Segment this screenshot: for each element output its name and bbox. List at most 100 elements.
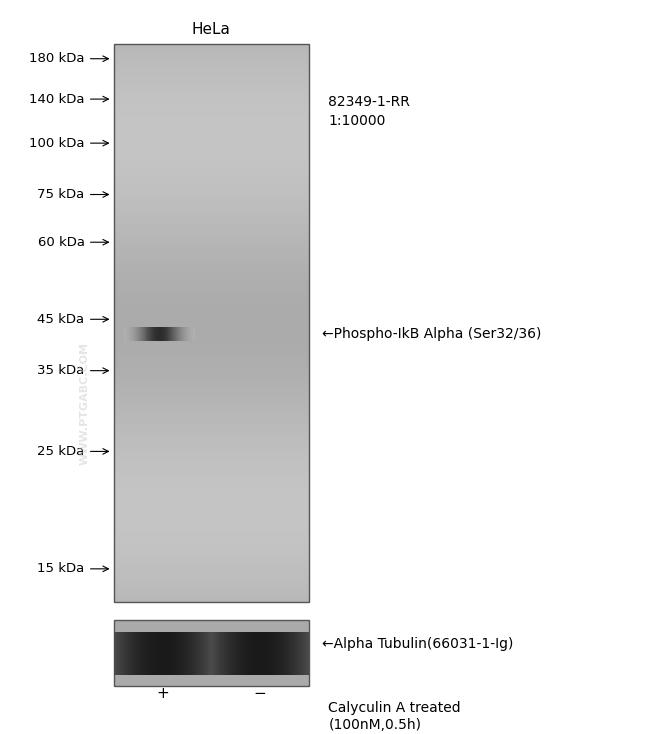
Bar <box>114 288 309 289</box>
Bar <box>114 587 309 589</box>
Bar <box>114 198 309 200</box>
Bar <box>114 148 309 150</box>
Bar <box>114 546 309 548</box>
Bar <box>114 293 309 295</box>
Bar <box>114 313 309 316</box>
Bar <box>114 230 309 232</box>
Bar <box>114 301 309 302</box>
Bar <box>114 172 309 174</box>
Bar <box>114 68 309 70</box>
Bar <box>114 103 309 106</box>
Bar <box>114 277 309 278</box>
Bar <box>114 390 309 392</box>
Bar <box>114 535 309 537</box>
Bar <box>114 409 309 410</box>
Text: 180 kDa: 180 kDa <box>29 52 84 65</box>
Bar <box>114 531 309 533</box>
Bar <box>114 598 309 600</box>
Text: 45 kDa: 45 kDa <box>38 313 84 326</box>
Bar <box>114 275 309 277</box>
Bar <box>114 323 309 325</box>
Bar <box>114 186 309 187</box>
Bar <box>114 261 309 264</box>
Bar <box>114 429 309 431</box>
Bar <box>114 572 309 574</box>
Bar <box>114 237 309 239</box>
Bar <box>114 135 309 137</box>
Bar <box>114 476 309 477</box>
Bar <box>114 204 309 206</box>
Bar <box>114 282 309 284</box>
Bar <box>114 375 309 377</box>
Bar <box>114 107 309 109</box>
Text: −: − <box>254 686 266 701</box>
Bar <box>114 225 309 226</box>
Bar <box>114 472 309 473</box>
Bar <box>114 448 309 449</box>
Bar <box>114 289 309 291</box>
Bar <box>114 291 309 293</box>
Text: ←Phospho-IkB Alpha (Ser32/36): ←Phospho-IkB Alpha (Ser32/36) <box>322 327 541 341</box>
Bar <box>114 520 309 522</box>
Bar <box>114 124 309 126</box>
Bar <box>114 533 309 535</box>
Text: 140 kDa: 140 kDa <box>29 92 84 106</box>
Bar <box>114 470 309 472</box>
Bar <box>114 446 309 448</box>
Bar <box>114 44 309 46</box>
Bar <box>114 490 309 493</box>
Bar <box>114 437 309 438</box>
Bar <box>114 392 309 393</box>
Bar <box>114 169 309 170</box>
Text: WWW.PTGABC.COM: WWW.PTGABC.COM <box>79 342 90 465</box>
Bar <box>114 197 309 198</box>
Bar <box>114 161 309 163</box>
Bar <box>114 46 309 48</box>
Bar <box>114 410 309 413</box>
Bar <box>114 484 309 487</box>
Bar <box>114 70 309 72</box>
Bar <box>114 159 309 161</box>
Bar <box>114 581 309 584</box>
Bar <box>114 589 309 591</box>
Bar <box>114 511 309 512</box>
Bar <box>114 462 309 465</box>
Bar <box>114 62 309 65</box>
Bar <box>114 51 309 54</box>
Bar <box>114 117 309 118</box>
Bar <box>114 357 309 358</box>
Bar <box>114 76 309 78</box>
Bar <box>114 388 309 390</box>
Bar <box>114 57 309 59</box>
Bar <box>114 65 309 66</box>
Bar <box>114 308 309 310</box>
Bar <box>114 341 309 344</box>
Bar <box>114 537 309 539</box>
Bar <box>114 479 309 481</box>
Bar <box>114 460 309 462</box>
Bar <box>114 518 309 520</box>
Bar <box>114 217 309 219</box>
Bar <box>114 556 309 557</box>
Bar <box>114 576 309 578</box>
Bar <box>114 83 309 85</box>
Bar <box>114 54 309 55</box>
Bar <box>114 165 309 167</box>
Bar <box>114 260 309 261</box>
Bar <box>114 449 309 451</box>
Bar <box>114 542 309 544</box>
Bar <box>114 488 309 490</box>
Bar <box>114 310 309 312</box>
Bar <box>114 465 309 466</box>
Bar <box>114 250 309 252</box>
Bar <box>114 416 309 418</box>
Bar <box>114 141 309 142</box>
Bar <box>114 468 309 470</box>
Bar <box>114 145 309 146</box>
Bar <box>114 85 309 87</box>
Text: 100 kDa: 100 kDa <box>29 137 84 150</box>
Bar <box>114 620 309 686</box>
Bar <box>114 600 309 602</box>
Bar <box>114 512 309 515</box>
Bar <box>114 219 309 221</box>
